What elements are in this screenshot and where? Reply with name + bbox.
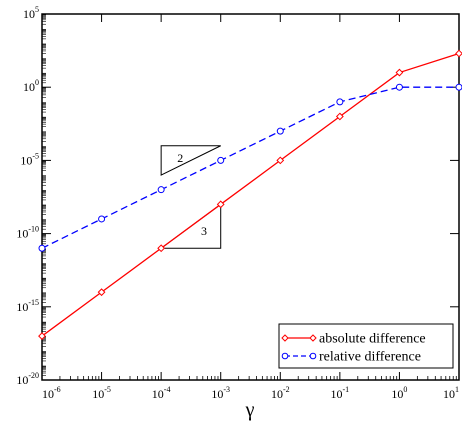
data-point-circle bbox=[217, 156, 225, 164]
series-line-relative bbox=[41, 86, 459, 249]
legend-marker-circle bbox=[281, 352, 289, 360]
legend-label: absolute difference bbox=[319, 332, 426, 347]
slope-triangle-2 bbox=[160, 145, 221, 176]
data-point-diamond bbox=[216, 200, 225, 209]
data-point-circle bbox=[395, 83, 403, 91]
plot-frame bbox=[41, 13, 460, 381]
data-point-circle bbox=[455, 83, 462, 91]
x-tick-label: 10-2 bbox=[271, 385, 290, 401]
x-tick-label: 10-3 bbox=[211, 385, 230, 401]
data-point-circle bbox=[98, 215, 106, 223]
y-tick-label: 10-10 bbox=[16, 225, 39, 241]
data-point-circle bbox=[157, 186, 165, 194]
y-tick-label: 10-5 bbox=[20, 151, 39, 167]
data-point-diamond bbox=[455, 49, 462, 58]
x-tick-label: 101 bbox=[443, 385, 459, 401]
data-point-diamond bbox=[335, 112, 344, 121]
data-point-diamond bbox=[157, 244, 166, 253]
x-tick-label: 10-5 bbox=[92, 385, 111, 401]
series-line-absolute bbox=[41, 52, 460, 337]
y-tick-label: 100 bbox=[23, 78, 39, 94]
legend-label: relative difference bbox=[319, 350, 421, 365]
data-point-diamond bbox=[395, 68, 404, 77]
y-tick-label: 105 bbox=[23, 5, 39, 21]
legend-marker-circle bbox=[309, 352, 317, 360]
x-axis-label: γ bbox=[245, 399, 255, 421]
legend-marker-diamond bbox=[309, 334, 317, 342]
slope-label-3: 3 bbox=[201, 224, 207, 238]
x-tick-label: 100 bbox=[391, 385, 407, 401]
y-tick-label: 10-20 bbox=[16, 371, 39, 387]
data-point-diamond bbox=[276, 156, 285, 165]
legend-marker-diamond bbox=[281, 334, 289, 342]
data-point-circle bbox=[276, 127, 284, 135]
legend-box bbox=[278, 323, 454, 369]
data-point-diamond bbox=[97, 288, 106, 297]
x-tick-label: 10-4 bbox=[152, 385, 171, 401]
x-tick-label: 10-6 bbox=[42, 385, 61, 401]
data-point-diamond bbox=[38, 332, 46, 340]
x-tick-label: 10-1 bbox=[331, 385, 350, 401]
slope-label-2: 2 bbox=[177, 151, 183, 165]
y-tick-label: 10-15 bbox=[16, 298, 39, 314]
data-point-circle bbox=[336, 98, 344, 106]
data-point-circle bbox=[38, 244, 46, 252]
